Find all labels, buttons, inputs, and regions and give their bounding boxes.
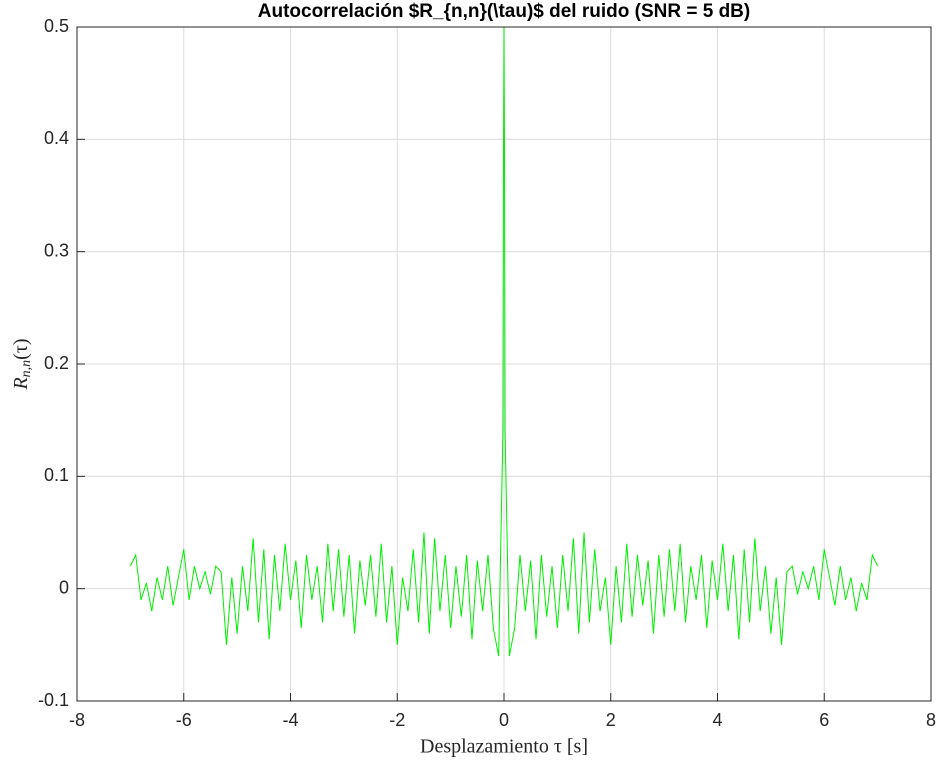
x-axis-label: Desplazamiento τ [s]	[420, 736, 588, 758]
y-tick-label: 0.4	[44, 128, 69, 148]
y-tick-label: 0.1	[44, 465, 69, 485]
x-tick-label: 4	[712, 710, 722, 730]
y-tick-label: 0.3	[44, 240, 69, 260]
x-tick-label: -4	[282, 710, 298, 730]
x-tick-label: 6	[819, 710, 829, 730]
y-tick-label: -0.1	[38, 690, 69, 710]
x-tick-label: 2	[606, 710, 616, 730]
x-tick-label: 0	[499, 710, 509, 730]
axes-box	[76, 26, 932, 702]
y-label-rest: (τ)	[10, 338, 32, 359]
x-tick-label: -8	[69, 710, 85, 730]
y-tick-label: 0.2	[44, 353, 69, 373]
y-tick-label: 0.5	[44, 16, 69, 36]
y-axis-label: Rn,n(τ)	[10, 338, 35, 390]
x-tick-label: -2	[389, 710, 405, 730]
x-tick-label: 8	[926, 710, 936, 730]
x-tick-label: -6	[176, 710, 192, 730]
y-tick-label: 0	[59, 577, 69, 597]
y-label-sub: n,n	[19, 360, 34, 378]
chart-title: Autocorrelación $R_{n,n}(\tau)$ del ruid…	[258, 1, 750, 22]
y-label-main: R	[10, 377, 32, 390]
